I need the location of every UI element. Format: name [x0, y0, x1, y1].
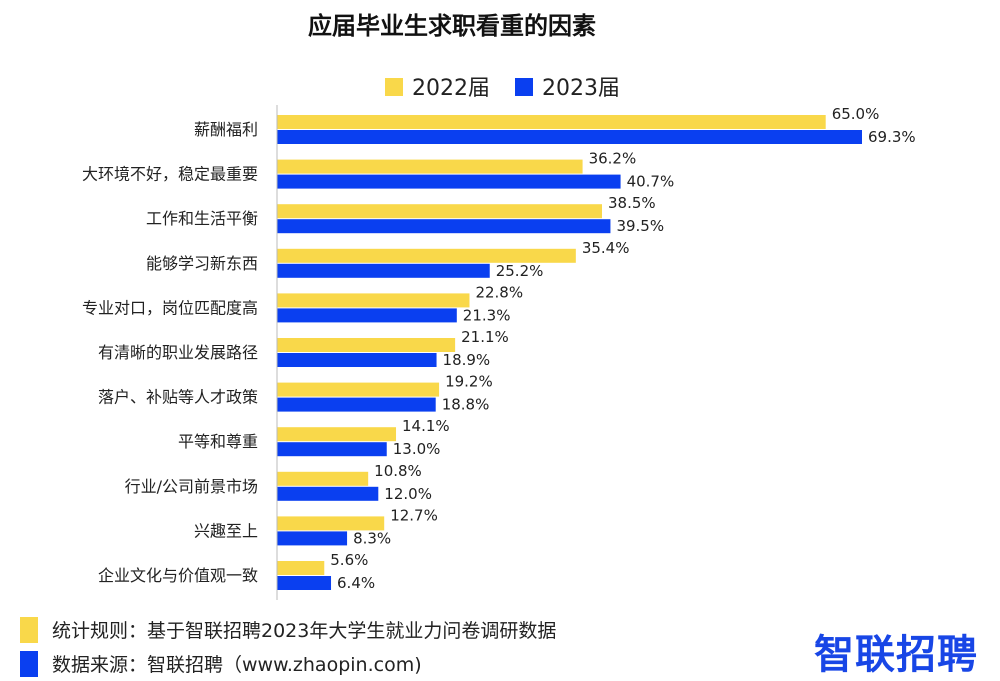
footer-source: 数据来源：智联招聘（www.zhaopin.com) — [20, 650, 422, 677]
bar-2023届 — [277, 576, 332, 590]
data-label-2023届: 18.9% — [443, 351, 491, 369]
bar-2022届 — [277, 382, 440, 397]
data-label-2022届: 5.6% — [330, 551, 368, 569]
legend-label-2023届: 2023届 — [542, 76, 620, 101]
bar-2022届 — [277, 516, 385, 531]
bar-2023届 — [277, 353, 437, 367]
footer-source-text: 数据来源：智联招聘（www.zhaopin.com) — [52, 654, 422, 676]
data-label-2022届: 65.0% — [832, 105, 880, 123]
category-label: 兴趣至上 — [194, 521, 258, 540]
bar-2023届 — [277, 174, 621, 189]
bar-2023届 — [277, 531, 348, 546]
category-label: 大环境不好，稳定最重要 — [82, 165, 258, 184]
data-label-2023届: 25.2% — [496, 262, 544, 280]
category-label: 企业文化与价值观一致 — [98, 566, 258, 585]
data-label-2023届: 12.0% — [384, 485, 432, 503]
data-label-2023届: 18.8% — [442, 396, 490, 414]
chart-title: 应届毕业生求职看重的因素 — [308, 12, 596, 40]
category-label: 有清晰的职业发展路径 — [98, 343, 258, 362]
legend-swatch-2022届 — [385, 78, 403, 96]
data-label-2022届: 12.7% — [390, 506, 438, 524]
footer-rule-text: 统计规则：基于智联招聘2023年大学生就业力问卷调研数据 — [52, 620, 557, 642]
data-label-2022届: 14.1% — [402, 417, 450, 435]
data-label-2023届: 21.3% — [463, 306, 511, 324]
data-label-2023届: 8.3% — [353, 529, 391, 547]
category-label: 行业/公司前景市场 — [125, 477, 258, 496]
data-label-2023届: 39.5% — [616, 217, 664, 235]
data-label-2023届: 6.4% — [337, 574, 375, 592]
data-label-2022届: 10.8% — [374, 462, 422, 480]
category-label: 平等和尊重 — [178, 432, 258, 451]
footer-blue-swatch — [20, 650, 38, 677]
data-label-2022届: 21.1% — [461, 328, 509, 346]
data-label-2022届: 35.4% — [582, 239, 630, 257]
data-label-2022届: 36.2% — [589, 150, 637, 168]
legend-swatch-2023届 — [515, 78, 533, 96]
legend-label-2022届: 2022届 — [412, 76, 490, 101]
data-label-2022届: 19.2% — [445, 373, 493, 391]
bar-2023届 — [277, 130, 862, 144]
bar-2022届 — [277, 427, 397, 442]
footer-rule: 统计规则：基于智联招聘2023年大学生就业力问卷调研数据 — [20, 616, 556, 643]
category-label: 能够学习新东西 — [146, 254, 258, 273]
data-label-2023届: 69.3% — [868, 128, 916, 146]
bar-2023届 — [277, 442, 387, 457]
data-label-2022届: 38.5% — [608, 194, 656, 212]
data-label-2023届: 40.7% — [627, 173, 675, 191]
bar-2022届 — [277, 248, 576, 263]
bar-2023届 — [277, 486, 379, 501]
category-label: 工作和生活平衡 — [146, 209, 258, 228]
bar-2022届 — [277, 293, 470, 308]
bar-2023届 — [277, 263, 490, 278]
category-label: 落户、补贴等人才政策 — [98, 388, 258, 407]
bar-2022届 — [277, 561, 325, 575]
bar-2022届 — [277, 471, 369, 486]
category-label: 薪酬福利 — [194, 120, 258, 139]
bar-2022届 — [277, 115, 826, 129]
bar-2022届 — [277, 204, 602, 219]
bar-2023届 — [277, 397, 436, 412]
category-label: 专业对口，岗位匹配度高 — [82, 298, 258, 317]
bar-2022届 — [277, 159, 583, 174]
bar-2023届 — [277, 308, 457, 323]
bar-2023届 — [277, 219, 611, 234]
data-label-2023届: 13.0% — [393, 440, 441, 458]
bar-2022届 — [277, 338, 456, 352]
zhaopin-logo: 智联招聘 — [814, 632, 978, 678]
footer-yellow-swatch — [20, 616, 38, 643]
data-label-2022届: 22.8% — [475, 283, 523, 301]
